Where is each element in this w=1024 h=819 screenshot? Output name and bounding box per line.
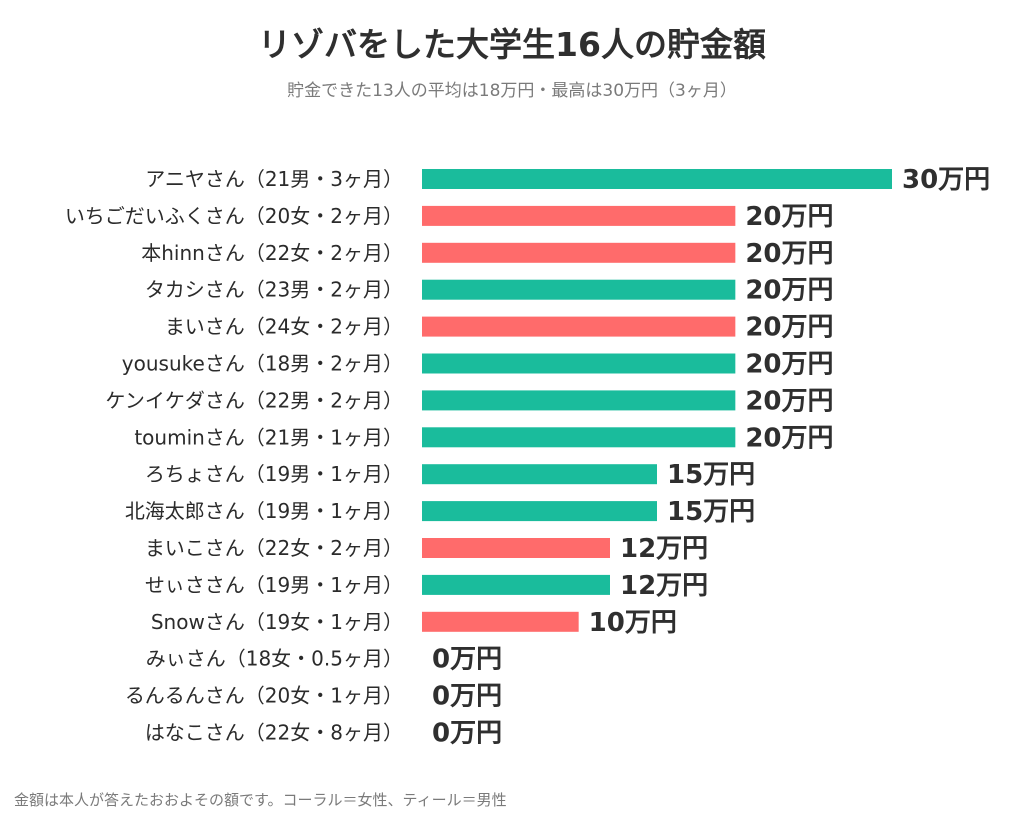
bar [422,353,736,374]
bar [422,390,736,411]
bar [422,501,657,522]
category-label: タカシさん（23男・2ヶ月） [145,278,403,302]
value-label: 20万円 [745,276,833,306]
category-label: いちごだいふくさん（20女・2ヶ月） [65,204,403,228]
value-label: 20万円 [745,239,833,269]
category-label: るんるんさん（20女・1ヶ月） [125,684,403,708]
category-label: touminさん（21男・1ヶ月） [134,425,403,449]
value-label: 15万円 [667,460,755,490]
category-label: yousukeさん（18男・2ヶ月） [122,352,403,376]
bar [422,611,579,632]
category-label: ケンイケダさん（22男・2ヶ月） [105,388,403,412]
value-label: 20万円 [745,202,833,232]
value-label: 20万円 [745,423,833,453]
bar [422,574,610,595]
bar [422,464,657,485]
category-label: アニヤさん（21男・3ヶ月） [145,167,403,191]
value-label: 10万円 [589,608,677,638]
category-label: 本hinnさん（22女・2ヶ月） [141,241,403,265]
chart-subtitle: 貯金できた13人の平均は18万円・最高は30万円（3ヶ月） [287,81,737,101]
value-label: 0万円 [432,645,502,675]
bar [422,205,736,226]
category-label: みぃさん（18女・0.5ヶ月） [146,647,403,671]
category-label: 北海太郎さん（19男・1ヶ月） [125,499,403,523]
bar [422,242,736,263]
bar [422,316,736,337]
value-label: 12万円 [620,571,708,601]
category-label: ろちょさん（19男・1ヶ月） [145,462,403,486]
value-label: 0万円 [432,719,502,749]
value-label: 20万円 [745,350,833,380]
category-label: せぃささん（19男・1ヶ月） [145,573,403,597]
category-label: まいこさん（22女・2ヶ月） [145,536,403,560]
footnote: 金額は本人が答えたおおよその額です。コーラル＝女性、ティール＝男性 [14,791,507,809]
value-label: 12万円 [620,534,708,564]
category-label: はなこさん（22女・8ヶ月） [145,721,403,745]
category-label: まいさん（24女・2ヶ月） [165,315,403,339]
category-label: Snowさん（19女・1ヶ月） [151,610,403,634]
bar [422,169,892,189]
value-label: 30万円 [902,165,990,195]
value-label: 0万円 [432,682,502,712]
bar [422,279,736,300]
value-label: 20万円 [745,386,833,416]
chart-title: リゾバをした大学生16人の貯金額 [258,25,766,64]
value-label: 20万円 [745,313,833,343]
bar [422,538,610,558]
bar [422,427,736,448]
value-label: 15万円 [667,497,755,527]
